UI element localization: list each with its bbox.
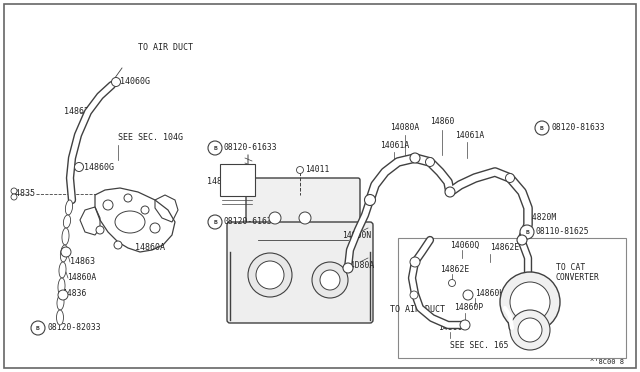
Circle shape <box>510 282 550 322</box>
Text: 08110-81625: 08110-81625 <box>536 228 589 237</box>
Circle shape <box>520 225 534 239</box>
Text: SEE SEC. 104G: SEE SEC. 104G <box>118 134 183 142</box>
Ellipse shape <box>56 310 63 325</box>
Text: 14835: 14835 <box>10 189 35 199</box>
Text: B: B <box>525 230 529 234</box>
Circle shape <box>460 320 470 330</box>
Circle shape <box>449 279 456 286</box>
Circle shape <box>506 173 515 183</box>
Circle shape <box>518 318 542 342</box>
Circle shape <box>269 212 281 224</box>
Text: SEE SEC. 165: SEE SEC. 165 <box>450 340 509 350</box>
Text: B: B <box>36 326 40 330</box>
Text: 14836: 14836 <box>62 289 86 298</box>
Circle shape <box>248 253 292 297</box>
Circle shape <box>31 321 45 335</box>
Text: 08120-61633: 08120-61633 <box>224 144 278 153</box>
Circle shape <box>299 212 311 224</box>
Text: 14061A: 14061A <box>455 131 484 140</box>
Text: 14862E: 14862E <box>490 244 519 253</box>
Circle shape <box>410 153 420 163</box>
Circle shape <box>111 77 120 87</box>
Circle shape <box>510 310 550 350</box>
Text: 14860A: 14860A <box>67 273 96 282</box>
Circle shape <box>141 206 149 214</box>
Circle shape <box>500 272 560 332</box>
Text: 14860H: 14860H <box>475 289 504 298</box>
Ellipse shape <box>65 200 72 215</box>
FancyBboxPatch shape <box>398 238 626 358</box>
Circle shape <box>208 215 222 229</box>
Text: 14061A: 14061A <box>380 141 409 150</box>
Text: 14863: 14863 <box>70 257 95 266</box>
Text: CONVERTER: CONVERTER <box>556 273 600 282</box>
Circle shape <box>11 188 17 194</box>
Circle shape <box>103 200 113 210</box>
Circle shape <box>517 235 527 245</box>
Text: 08120-61633: 08120-61633 <box>224 218 278 227</box>
Text: TO AIR DUCT: TO AIR DUCT <box>390 305 445 314</box>
Circle shape <box>208 141 222 155</box>
Text: 08120-81633: 08120-81633 <box>551 124 605 132</box>
Circle shape <box>61 247 71 257</box>
Circle shape <box>11 194 17 200</box>
Text: 14860: 14860 <box>430 118 454 126</box>
FancyBboxPatch shape <box>246 178 360 230</box>
Circle shape <box>343 263 353 273</box>
Text: 14862: 14862 <box>64 108 89 116</box>
Circle shape <box>410 291 418 299</box>
Text: 14011: 14011 <box>305 166 330 174</box>
Text: B: B <box>213 219 217 224</box>
FancyBboxPatch shape <box>4 4 636 368</box>
Text: 14D80A: 14D80A <box>345 260 374 269</box>
Circle shape <box>256 261 284 289</box>
Circle shape <box>58 290 68 300</box>
Text: 14860A: 14860A <box>135 244 165 253</box>
Circle shape <box>410 257 420 267</box>
Ellipse shape <box>62 228 69 245</box>
Ellipse shape <box>57 295 64 310</box>
Ellipse shape <box>58 278 65 295</box>
Circle shape <box>312 262 348 298</box>
Text: B: B <box>213 145 217 151</box>
FancyBboxPatch shape <box>227 222 373 323</box>
Text: TO AIR DUCT: TO AIR DUCT <box>138 44 193 52</box>
Circle shape <box>296 167 303 173</box>
Ellipse shape <box>63 215 70 228</box>
Circle shape <box>445 187 455 197</box>
Text: 14060Q: 14060Q <box>450 241 479 250</box>
Circle shape <box>426 157 435 167</box>
Circle shape <box>124 194 132 202</box>
FancyBboxPatch shape <box>220 164 255 196</box>
Circle shape <box>320 270 340 290</box>
Circle shape <box>535 121 549 135</box>
Text: 14080A: 14080A <box>390 124 419 132</box>
Circle shape <box>150 223 160 233</box>
Circle shape <box>74 163 83 171</box>
Text: B: B <box>540 125 544 131</box>
Text: 14860G: 14860G <box>84 163 114 171</box>
Ellipse shape <box>59 262 66 278</box>
Circle shape <box>463 290 473 300</box>
Text: ^'8C00 8: ^'8C00 8 <box>590 359 624 365</box>
Circle shape <box>96 226 104 234</box>
Text: 14060G: 14060G <box>120 77 150 87</box>
Text: 14860J: 14860J <box>438 324 467 333</box>
Text: 14860N: 14860N <box>342 231 371 240</box>
Circle shape <box>114 241 122 249</box>
Text: 14820M: 14820M <box>527 214 556 222</box>
Text: 14860P: 14860P <box>454 304 483 312</box>
Text: 08120-82033: 08120-82033 <box>47 324 100 333</box>
Ellipse shape <box>60 245 68 262</box>
Circle shape <box>365 195 376 205</box>
Text: TO CAT: TO CAT <box>556 263 585 273</box>
Ellipse shape <box>115 211 145 233</box>
Text: 14862E: 14862E <box>440 266 469 275</box>
Text: 14840M: 14840M <box>207 177 237 186</box>
